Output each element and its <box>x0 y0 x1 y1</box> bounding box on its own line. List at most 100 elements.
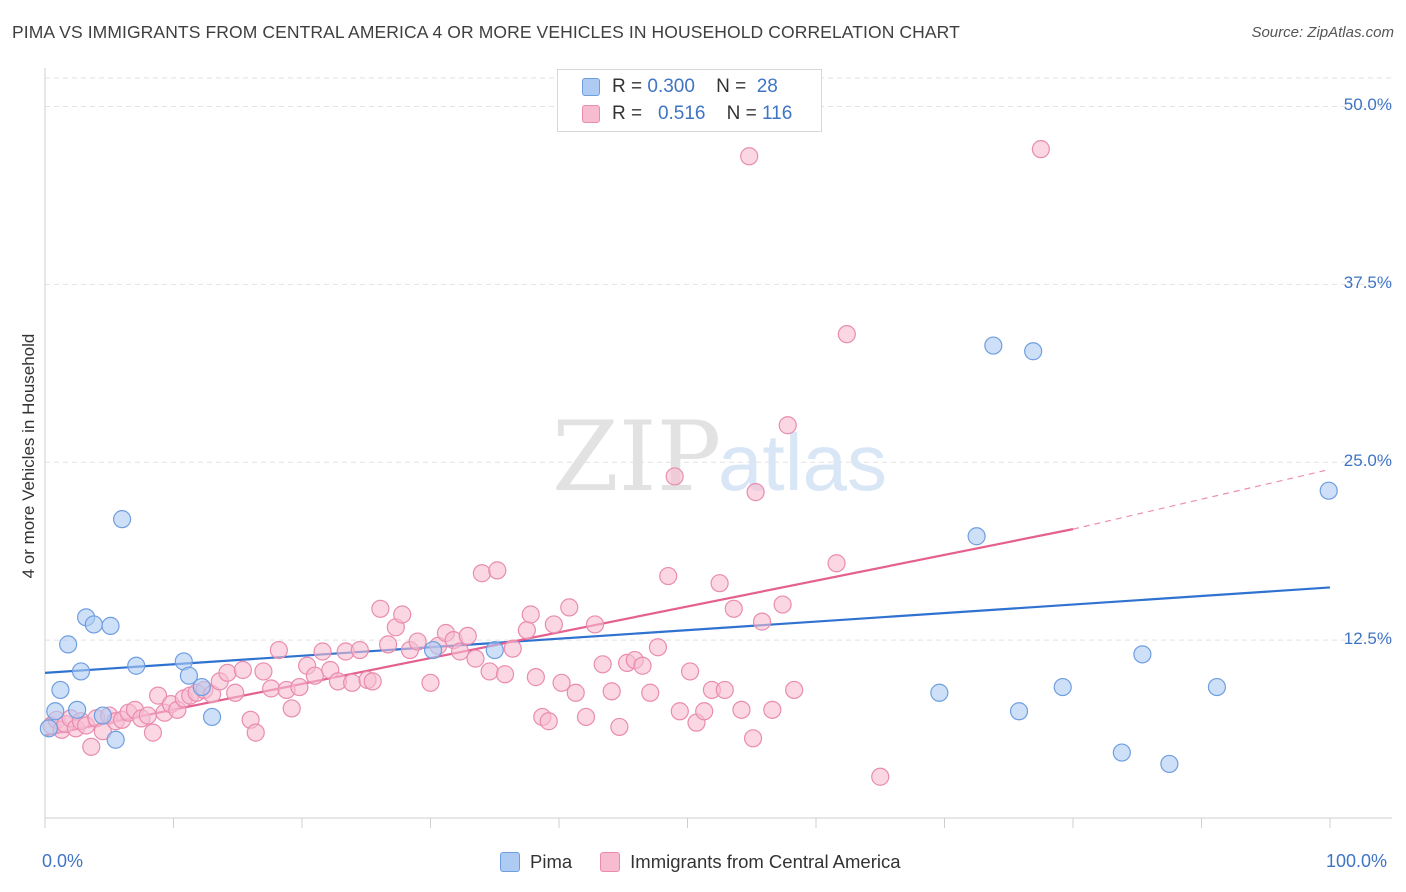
pima-point <box>202 707 222 727</box>
ca-point <box>837 325 856 344</box>
ca-point <box>752 612 772 631</box>
pima-point <box>967 527 986 546</box>
legend-label-pima: Pima <box>530 851 573 872</box>
ca-point <box>269 640 288 660</box>
ca-point <box>743 729 763 748</box>
ca-r-label: R = <box>612 103 643 124</box>
ca-point <box>539 712 558 731</box>
ca-point <box>378 635 398 654</box>
axes <box>44 68 1392 828</box>
pima-points <box>39 336 1338 774</box>
ca-n-label: N = <box>726 103 757 124</box>
ca-point <box>393 605 412 624</box>
pima-point <box>71 662 91 681</box>
ca-point <box>827 554 846 573</box>
pima-point <box>192 677 211 697</box>
pima-point <box>93 706 112 725</box>
pima-r-value: 0.300 <box>647 76 695 97</box>
ca-point <box>233 660 252 680</box>
pima-point <box>1009 702 1029 721</box>
ca-point <box>371 599 390 618</box>
ca-point <box>421 673 440 692</box>
source-label: Source: ZipAtlas.com <box>1251 24 1394 41</box>
legend-swatch-ca <box>600 852 621 872</box>
pima-point <box>46 702 65 721</box>
ca-point <box>695 702 714 721</box>
pima-point <box>1112 743 1131 762</box>
ca-point <box>254 662 273 681</box>
ca-point <box>552 673 571 692</box>
ca-point <box>143 723 163 742</box>
pima-point <box>106 730 125 749</box>
pima-r-label: R = <box>612 76 643 97</box>
y-tick-label-25: 25.0% <box>1343 451 1392 471</box>
pima-swatch <box>582 78 600 96</box>
pima-point <box>51 680 70 700</box>
ca-point <box>472 564 491 583</box>
legend-row-pima: R = 0.300 N = 28 <box>582 74 778 100</box>
ca-point <box>593 655 612 674</box>
pima-point <box>179 666 199 685</box>
ca-point <box>785 680 804 700</box>
pima-point <box>1207 677 1227 697</box>
pima-point <box>1160 754 1179 774</box>
ca-point <box>732 700 751 719</box>
y-tick-label-37-5: 37.5% <box>1343 273 1392 293</box>
ca-point <box>138 706 157 725</box>
ca-point <box>680 662 700 681</box>
y-tick-label-12-5: 12.5% <box>1343 629 1392 649</box>
ca-point <box>262 679 281 698</box>
pima-point <box>84 615 103 634</box>
ca-point <box>226 683 245 702</box>
legend-item-ca: Immigrants from Central America <box>600 851 901 873</box>
ca-trend-line <box>44 528 1074 737</box>
zipatlas-watermark: ZIP atlas <box>552 401 887 513</box>
pima-point <box>423 640 443 660</box>
ca-point <box>665 467 684 486</box>
ca-point <box>740 147 759 166</box>
gridlines <box>45 77 1392 641</box>
ca-r-value: 0.516 <box>657 103 706 124</box>
ca-point <box>576 707 596 727</box>
pima-point <box>1053 677 1072 697</box>
ca-point <box>778 416 797 435</box>
ca-point <box>1031 140 1050 159</box>
pima-point <box>101 616 120 635</box>
ca-point <box>350 640 369 660</box>
ca-point <box>633 656 652 675</box>
ca-point <box>458 626 477 645</box>
pima-point <box>112 510 132 529</box>
ca-point <box>466 649 485 668</box>
pima-n-value: 28 <box>756 76 778 97</box>
ca-point <box>495 665 515 684</box>
ca-point <box>566 683 585 702</box>
pima-point <box>59 635 78 654</box>
ca-point <box>610 717 629 737</box>
x-tick-label-min: 0.0% <box>42 851 84 871</box>
ca-point <box>585 615 605 634</box>
ca-point <box>521 605 540 624</box>
legend-row-ca: R = 0.516 N = 116 <box>582 101 792 127</box>
ca-point <box>82 737 101 756</box>
ca-point <box>363 672 382 691</box>
stats-legend: R = 0.300 N = 28 R = 0.516 N = 116 <box>557 69 822 132</box>
ca-point <box>450 642 470 661</box>
pima-point <box>930 683 949 702</box>
ca-trend-extension <box>1072 468 1331 530</box>
ca-point <box>408 632 427 651</box>
ca-point <box>343 673 362 692</box>
ca-point <box>282 699 301 718</box>
ca-point <box>313 642 332 661</box>
ca-point <box>773 595 792 614</box>
pima-trend-line <box>44 586 1331 674</box>
legend-label-ca: Immigrants from Central America <box>630 851 901 872</box>
pima-point <box>984 336 1003 355</box>
pima-point <box>1133 645 1152 664</box>
ca-point <box>290 677 309 697</box>
ca-n-value: 116 <box>762 103 793 124</box>
ca-point <box>641 683 660 702</box>
watermark-zip: ZIP <box>552 401 721 513</box>
pima-point <box>127 656 146 675</box>
pima-point <box>485 640 504 660</box>
